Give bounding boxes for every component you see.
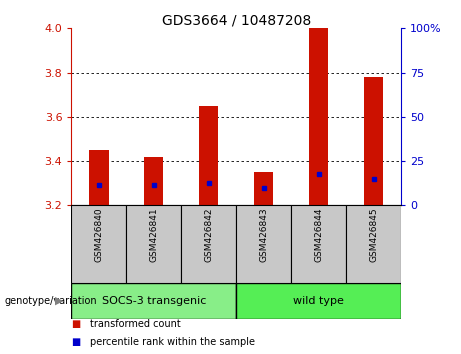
Text: wild type: wild type — [293, 296, 344, 306]
Bar — [126, 205, 181, 283]
Bar — [236, 283, 401, 319]
Bar — [254, 172, 273, 205]
Text: GSM426845: GSM426845 — [369, 208, 378, 262]
Text: GSM426844: GSM426844 — [314, 208, 323, 262]
Text: percentile rank within the sample: percentile rank within the sample — [90, 337, 255, 347]
Bar — [144, 156, 164, 205]
Bar — [181, 205, 236, 283]
Title: GDS3664 / 10487208: GDS3664 / 10487208 — [162, 13, 311, 27]
Bar — [199, 106, 219, 205]
Text: GSM426843: GSM426843 — [259, 208, 268, 262]
Text: GSM426840: GSM426840 — [95, 208, 103, 262]
Bar — [364, 77, 383, 205]
Bar — [89, 150, 108, 205]
Text: GSM426842: GSM426842 — [204, 208, 213, 262]
Text: transformed count: transformed count — [90, 319, 181, 329]
Bar — [309, 28, 328, 205]
Text: SOCS-3 transgenic: SOCS-3 transgenic — [102, 296, 206, 306]
Bar — [346, 205, 401, 283]
Text: genotype/variation: genotype/variation — [5, 296, 97, 306]
Bar — [236, 205, 291, 283]
Bar — [71, 205, 126, 283]
Bar — [71, 283, 236, 319]
Text: ■: ■ — [71, 337, 81, 347]
Text: ■: ■ — [71, 319, 81, 329]
Text: ▶: ▶ — [55, 296, 64, 306]
Text: GSM426841: GSM426841 — [149, 208, 159, 262]
Bar — [291, 205, 346, 283]
